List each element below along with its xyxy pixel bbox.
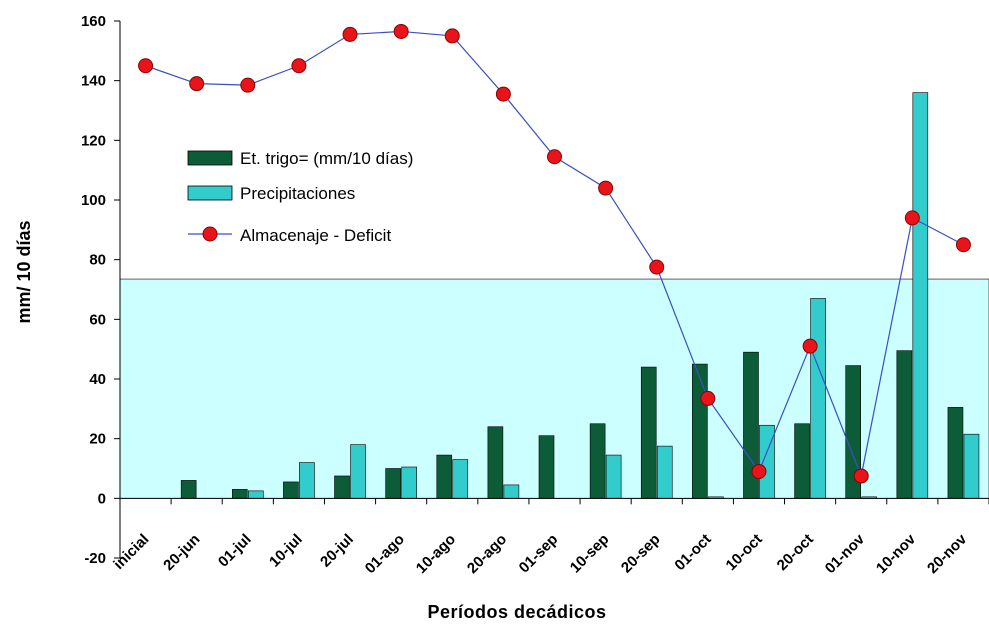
y-tick-label: 0 — [98, 490, 106, 507]
bar-precipitaciones-20-nov — [963, 433, 980, 499]
bar-precipitaciones-20-jul — [350, 444, 366, 499]
bar-precipitaciones-20-sep — [656, 445, 673, 499]
bar-et-trigo-10-jul — [283, 481, 299, 499]
y-tick-label: -20 — [84, 550, 106, 567]
bar-precipitaciones-10-sep — [605, 454, 622, 499]
bar-et-trigo-20-ago — [487, 426, 504, 499]
legend-swatch-et-trigo — [187, 150, 233, 166]
bar-et-trigo-20-jun — [180, 480, 197, 499]
x-axis-title: Períodos decádicos — [427, 602, 606, 622]
bar-et-trigo-20-oct — [794, 423, 810, 499]
y-tick-label: 40 — [89, 371, 106, 388]
legend-marker-almacenaje — [202, 226, 218, 242]
bar-et-trigo-20-jul — [334, 475, 350, 499]
y-tick-label: 20 — [89, 431, 106, 448]
legend-swatch-precipitaciones — [187, 185, 233, 201]
bar-et-trigo-20-sep — [640, 366, 657, 499]
point-almacenaje-10-nov — [904, 210, 920, 226]
point-almacenaje-01-jul — [240, 77, 256, 93]
bar-et-trigo-10-ago — [436, 454, 453, 499]
bar-et-trigo-01-sep — [538, 435, 555, 499]
point-almacenaje-20-nov — [955, 237, 971, 253]
point-almacenaje-10-jul — [291, 58, 307, 74]
point-almacenaje-10-sep — [598, 180, 614, 196]
bar-precipitaciones-10-nov — [912, 92, 929, 499]
bar-precipitaciones-10-jul — [299, 462, 315, 499]
bar-et-trigo-01-jul — [231, 489, 248, 499]
bar-precipitaciones-20-oct — [810, 298, 826, 499]
point-almacenaje-01-ago — [393, 23, 409, 39]
legend-label-et-trigo: Et. trigo= (mm/10 días) — [240, 149, 413, 168]
y-tick-label: 140 — [81, 73, 106, 90]
y-tick-label: 160 — [81, 13, 106, 30]
legend-label-precipitaciones: Precipitaciones — [240, 184, 355, 203]
bar-precipitaciones-20-ago — [503, 484, 520, 499]
point-almacenaje-inicial — [138, 58, 154, 74]
y-tick-label: 60 — [89, 311, 106, 328]
bar-et-trigo-10-nov — [896, 350, 913, 499]
bar-et-trigo-10-sep — [589, 423, 606, 499]
point-almacenaje-20-jul — [342, 26, 358, 42]
bar-precipitaciones-01-jul — [247, 490, 264, 499]
point-almacenaje-20-oct — [802, 338, 818, 354]
legend-label-almacenaje: Almacenaje - Deficit — [240, 226, 391, 245]
reference-band — [119, 278, 989, 499]
bar-precipitaciones-01-ago — [401, 466, 417, 499]
legend: Et. trigo= (mm/10 días) Precipitaciones … — [187, 149, 413, 245]
bar-et-trigo-01-oct — [692, 363, 708, 499]
y-tick-label: 80 — [89, 252, 106, 269]
point-almacenaje-20-sep — [649, 259, 665, 275]
point-almacenaje-01-sep — [547, 149, 562, 165]
point-almacenaje-10-oct — [751, 463, 767, 479]
point-almacenaje-10-ago — [444, 28, 460, 44]
point-almacenaje-20-ago — [495, 86, 511, 102]
point-almacenaje-20-jun — [189, 76, 205, 92]
y-tick-label: 120 — [81, 132, 106, 149]
bar-precipitaciones-10-ago — [452, 459, 469, 499]
bar-et-trigo-01-ago — [385, 468, 401, 499]
bar-et-trigo-20-nov — [947, 407, 964, 499]
point-almacenaje-01-oct — [700, 390, 716, 406]
y-axis-title: mm/ 10 días — [14, 220, 34, 323]
bar-precipitaciones-10-oct — [759, 424, 775, 499]
y-tick-label: 100 — [81, 192, 106, 209]
point-almacenaje-01-nov — [853, 468, 869, 484]
